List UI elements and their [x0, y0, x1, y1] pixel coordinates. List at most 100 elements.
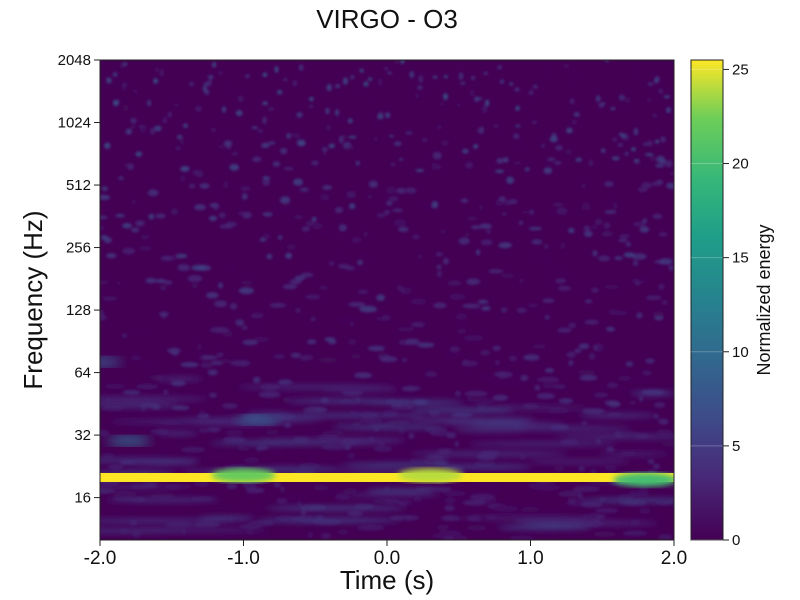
noise-speckle: [547, 157, 556, 161]
noise-speckle: [443, 75, 448, 78]
noise-speckle: [343, 487, 358, 494]
y-axis: 16 32 64 128 256 512 1024 2048: [58, 52, 100, 507]
noise-speckle: [153, 78, 159, 84]
noise-speckle: [231, 152, 238, 156]
x-tick-label: 1.0: [517, 548, 543, 569]
noise-speckle: [617, 375, 631, 382]
noise-speckle: [636, 69, 641, 74]
noise-speckle: [513, 133, 520, 139]
noise-speckle: [241, 193, 248, 200]
noise-speckle: [266, 253, 273, 260]
noise-speckle: [552, 202, 565, 207]
noise-speckle: [262, 176, 271, 180]
noise-speckle: [145, 277, 157, 284]
noise-speckle: [601, 371, 617, 378]
noise-speckle: [658, 534, 672, 540]
noise-speckle: [209, 326, 230, 334]
noise-speckle: [520, 210, 532, 214]
noise-speckle: [351, 237, 362, 243]
y-tick-label: 512: [66, 177, 91, 194]
noise-speckle: [594, 218, 603, 225]
noise-speckle: [652, 114, 658, 118]
low-freq-streak: [497, 525, 592, 530]
noise-speckle: [408, 433, 415, 440]
noise-speckle: [595, 507, 619, 514]
noise-speckle: [443, 257, 449, 265]
noise-speckle: [102, 453, 115, 459]
noise-speckle: [439, 229, 447, 234]
noise-speckle: [379, 356, 398, 363]
noise-speckle: [187, 275, 203, 283]
noise-speckle: [127, 163, 134, 171]
noise-speckle: [350, 75, 355, 80]
noise-speckle: [301, 226, 311, 232]
x-tick-label: 0.0: [374, 548, 400, 569]
noise-speckle: [654, 315, 664, 321]
noise-speckle: [226, 483, 238, 490]
noise-speckle: [180, 446, 206, 453]
noise-speckle: [277, 235, 283, 240]
noise-speckle: [595, 95, 601, 103]
low-freq-streak: [100, 484, 182, 490]
noise-speckle: [612, 138, 618, 142]
noise-speckle: [421, 137, 428, 143]
noise-speckle: [100, 429, 110, 437]
noise-speckle: [410, 298, 427, 305]
noise-speckle: [545, 258, 551, 266]
noise-speckle: [238, 211, 245, 216]
noise-speckle: [329, 260, 335, 266]
low-freq-streak: [128, 460, 198, 466]
y-tick-label: 16: [74, 490, 91, 507]
noise-speckle: [279, 196, 291, 204]
noise-speckle: [412, 234, 420, 240]
noise-speckle: [500, 307, 508, 313]
noise-speckle: [524, 167, 530, 172]
noise-speckle: [122, 332, 128, 339]
noise-speckle: [283, 78, 288, 81]
noise-speckle: [253, 376, 261, 384]
noise-speckle: [242, 340, 258, 346]
noise-speckle: [564, 454, 577, 460]
noise-speckle: [577, 492, 583, 499]
noise-speckle: [460, 82, 466, 85]
noise-speckle: [197, 343, 202, 350]
noise-speckle: [456, 103, 461, 108]
noise-speckle: [210, 360, 224, 366]
noise-speckle: [626, 241, 631, 247]
noise-speckle: [532, 84, 538, 89]
noise-speckle: [377, 111, 384, 115]
noise-speckle: [160, 255, 174, 261]
noise-speckle: [474, 308, 485, 315]
noise-speckle: [543, 167, 553, 174]
noise-speckle: [304, 294, 321, 300]
noise-speckle: [399, 157, 404, 161]
colorbar-tick-label: 10: [732, 344, 749, 361]
noise-speckle: [322, 147, 328, 152]
noise-speckle: [130, 355, 141, 361]
noise-speckle: [212, 61, 217, 68]
low-freq-streak: [255, 517, 401, 523]
noise-speckle: [658, 88, 664, 95]
noise-speckle: [193, 521, 221, 528]
noise-speckle: [100, 287, 107, 293]
noise-speckle: [192, 283, 198, 289]
noise-speckle: [175, 146, 181, 150]
noise-speckle: [573, 77, 578, 82]
noise-speckle: [289, 493, 308, 500]
noise-speckle: [557, 285, 572, 291]
noise-speckle: [622, 530, 648, 537]
noise-speckle: [273, 481, 281, 488]
noise-speckle: [637, 276, 648, 282]
noise-speckle: [431, 201, 439, 209]
noise-speckle: [100, 312, 105, 319]
noise-speckle: [415, 169, 425, 172]
noise-speckle: [531, 239, 543, 245]
low-freq-streak: [333, 492, 443, 498]
noise-speckle: [483, 486, 502, 493]
noise-speckle: [558, 398, 574, 404]
noise-speckle: [147, 100, 152, 106]
noise-speckle: [311, 160, 319, 166]
noise-speckle: [253, 504, 268, 511]
noise-speckle: [478, 203, 484, 211]
noise-speckle: [520, 375, 529, 381]
